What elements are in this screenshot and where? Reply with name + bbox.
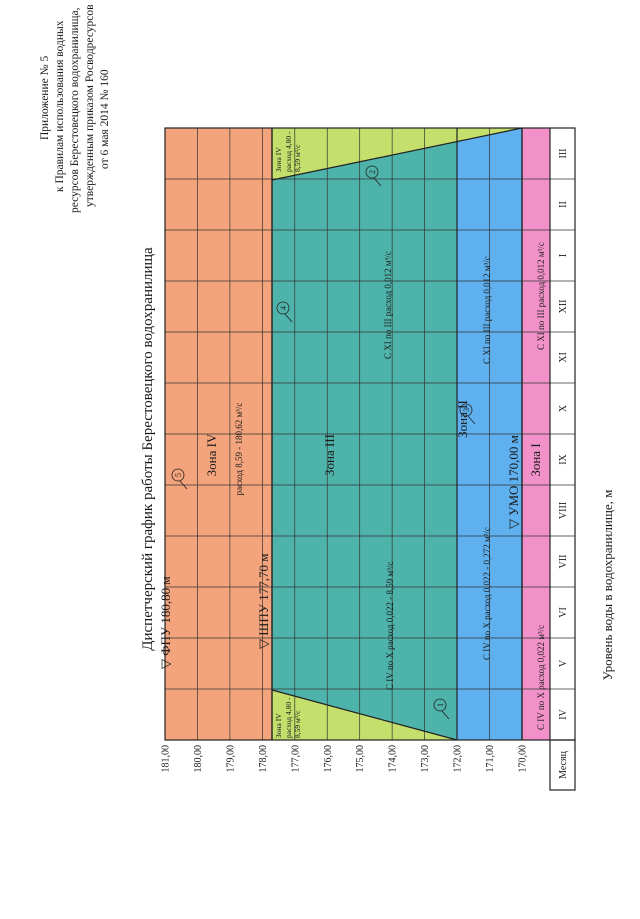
zone-rate: 8,59 м³/с — [293, 710, 302, 738]
marker-label: 1 — [436, 703, 445, 707]
marker-label: 2 — [368, 170, 377, 174]
level-label: ▽ ШПУ 177,70 м — [256, 554, 271, 649]
frame — [164, 127, 576, 741]
zone-rate: С XI по III расход 0,012 м³/с — [536, 242, 546, 350]
zone-label: Зона III — [322, 434, 337, 476]
zone-rate: С IV по X расход 0,022 - 8,59 м³/с — [385, 562, 395, 690]
zone-rate: С IV по X расход 0,022 - 0,272 м³/с — [482, 527, 492, 660]
month-label: XII — [558, 300, 569, 314]
level-tick-label: 181,00 — [161, 745, 172, 773]
marker-circle — [171, 468, 185, 482]
marker-label: 5 — [174, 473, 183, 477]
marker-label: 4 — [279, 306, 288, 310]
zone-rate: С XI по III расход 0,012 м³/с — [383, 251, 393, 359]
level-tick-label: 173,00 — [420, 745, 431, 773]
zone-label: Зона IV — [274, 147, 283, 172]
month-label: VIII — [558, 502, 569, 519]
marker-circle — [433, 698, 447, 712]
month-header: Месяц — [558, 750, 569, 778]
month-label: III — [558, 149, 569, 159]
zone-label: Зона II — [455, 400, 470, 438]
title: Диспетчерский график работы Берестовецко… — [140, 247, 156, 651]
marker-leader — [373, 177, 382, 187]
zone-rate: расход 8,59 - 180,62 м³/с — [234, 403, 244, 496]
zone-label: Зона I — [528, 443, 543, 476]
axis-title: Уровень воды в водохранилище, м — [600, 490, 615, 681]
month-label: IX — [558, 453, 569, 464]
marker-label: 3 — [462, 408, 471, 412]
level-tick-label: 177,00 — [290, 745, 301, 773]
header-line: от 6 мая 2014 № 160 — [99, 69, 111, 169]
zone-label: Зона IV — [204, 433, 219, 476]
zone-rate: расход 4,80 - — [284, 131, 293, 172]
month-label: IV — [558, 708, 569, 719]
level-label: ▽ ФПУ 180,80 м — [158, 576, 173, 669]
zone-label: Зона IV — [274, 713, 283, 738]
level-tick-label: 170,00 — [517, 745, 528, 773]
dispatch-line — [271, 689, 458, 741]
marker-leader — [441, 710, 450, 720]
zone-rate: расход 4,80 - — [284, 697, 293, 738]
header-line: утвержденным приказом Росводресурсов — [84, 4, 96, 207]
marker-circle — [276, 301, 290, 315]
month-label: V — [558, 659, 569, 667]
marker-leader — [284, 313, 293, 323]
level-tick-label: 174,00 — [388, 745, 399, 773]
dispatch-line — [271, 127, 523, 181]
month-label: VII — [558, 555, 569, 569]
marker-circle — [365, 165, 379, 179]
month-label: XI — [558, 352, 569, 363]
level-tick-label: 175,00 — [355, 745, 366, 773]
marker-leader — [179, 480, 188, 490]
level-tick-label: 172,00 — [453, 745, 464, 773]
month-label: VI — [558, 607, 569, 618]
header-line: ресурсов Берестовецкого водохранилища, — [69, 7, 81, 213]
month-label: X — [558, 404, 569, 412]
zone-rate: С XI по III расход 0,012 м³/с — [482, 256, 492, 364]
level-tick-label: 171,00 — [485, 745, 496, 773]
level-tick-label: 180,00 — [193, 745, 204, 773]
header-line: Приложение № 5 — [39, 56, 51, 140]
marker-circle — [459, 403, 473, 417]
level-label: ▽ УМО 170,00 м — [506, 435, 521, 529]
zone-rate: С IV по X расход 0,022 м³/с — [536, 625, 546, 730]
month-label: II — [558, 201, 569, 208]
marker-leader — [467, 415, 476, 425]
header-line: к Правилам использования водных — [54, 20, 66, 192]
month-label: I — [558, 254, 569, 257]
level-tick-label: 179,00 — [225, 745, 236, 773]
level-tick-label: 176,00 — [323, 745, 334, 773]
zone-rate: 8,59 м³/с — [293, 144, 302, 172]
level-tick-label: 178,00 — [258, 745, 269, 773]
month-header-cell — [549, 739, 576, 791]
